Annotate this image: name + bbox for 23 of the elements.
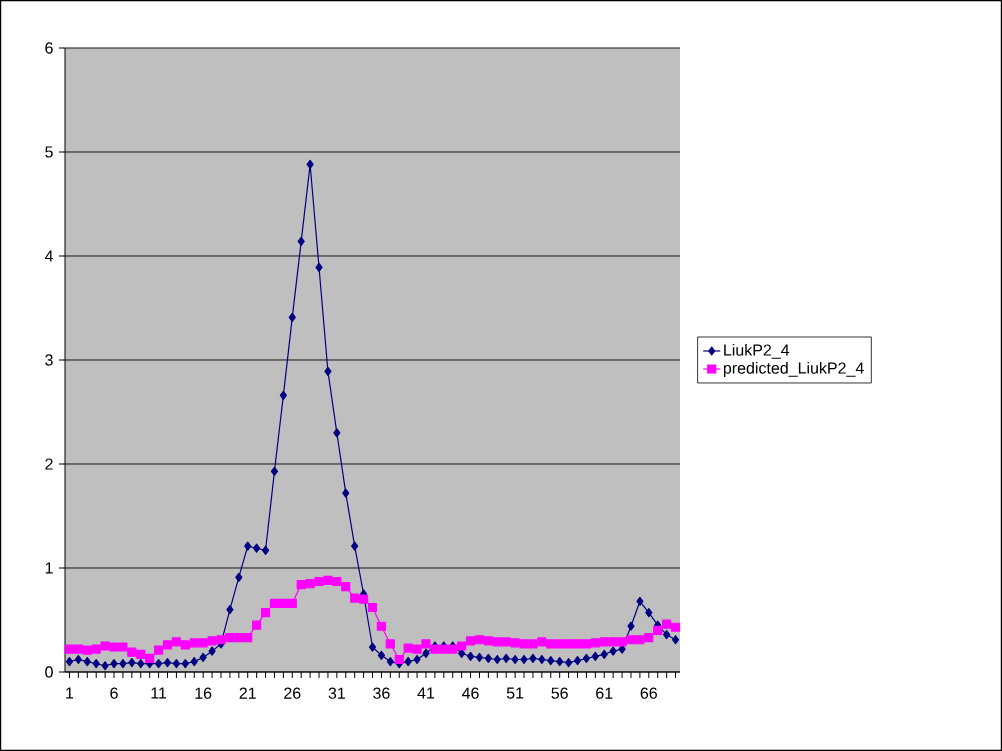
x-tick-label: 61 xyxy=(596,687,613,699)
x-tick-label: 21 xyxy=(239,687,256,699)
y-tick-label: 1 xyxy=(45,562,53,574)
x-tick-label: 31 xyxy=(328,687,345,699)
x-tick-label: 56 xyxy=(551,687,568,699)
legend-label: LiukP2_4 xyxy=(724,344,790,359)
y-tick-label: 6 xyxy=(45,42,53,54)
x-tick-label: 26 xyxy=(284,687,301,699)
x-tick-label: 11 xyxy=(151,687,167,699)
y-tick-label: 2 xyxy=(45,458,53,470)
x-tick-label: 16 xyxy=(195,687,212,699)
x-tick-label: 1 xyxy=(66,687,74,699)
x-tick-label: 51 xyxy=(506,687,524,699)
y-tick-label: 3 xyxy=(45,354,53,366)
x-tick-label: 6 xyxy=(110,687,118,699)
y-tick-label: 0 xyxy=(45,666,53,678)
x-tick-label: 41 xyxy=(417,687,435,699)
y-tick-label: 5 xyxy=(45,146,53,158)
x-tick-label: 66 xyxy=(640,687,657,699)
x-tick-label: 46 xyxy=(462,687,479,699)
legend-label: predicted_LiukP2_4 xyxy=(723,361,864,377)
y-tick-label: 4 xyxy=(44,250,53,262)
x-tick-label: 36 xyxy=(373,687,390,699)
